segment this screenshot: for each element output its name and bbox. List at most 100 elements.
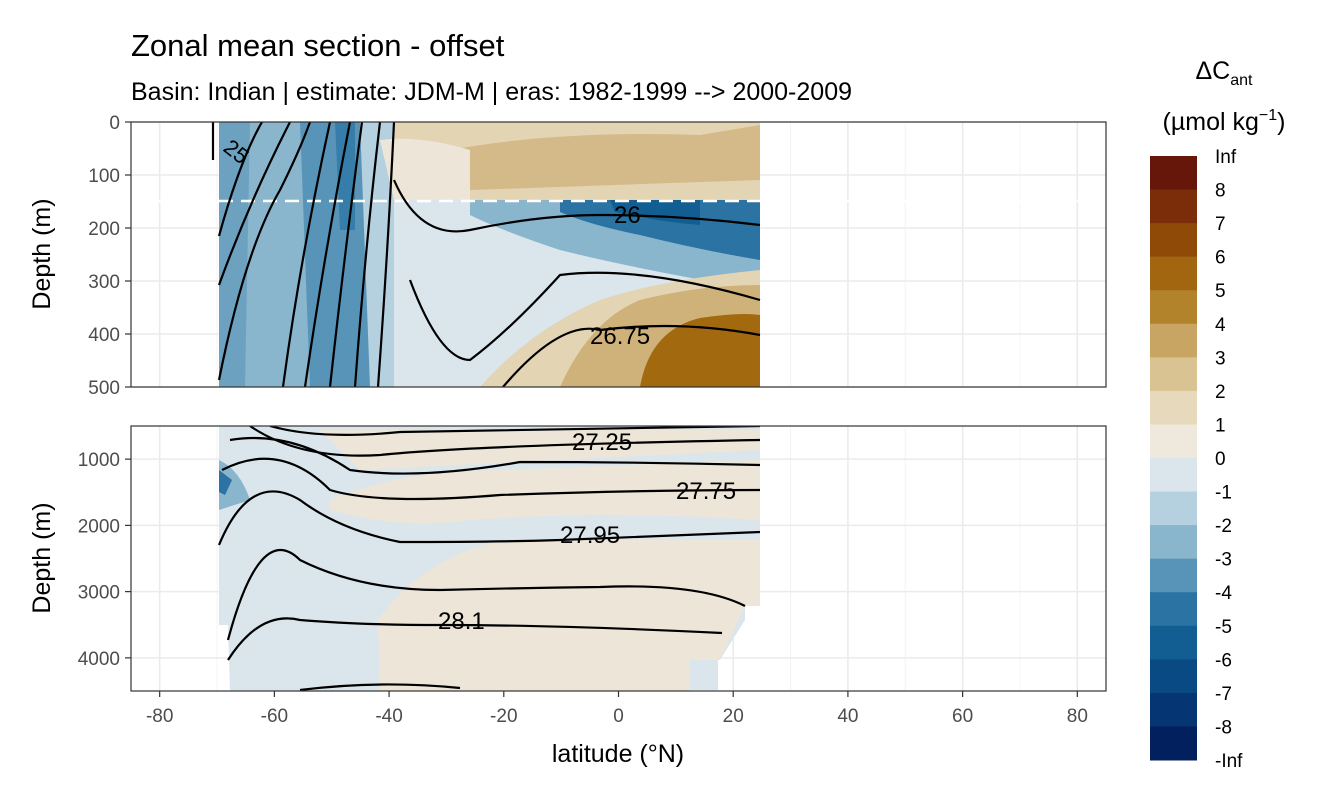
isopycnal-line [299, 683, 461, 691]
x-tick-label: 0 [613, 706, 624, 727]
legend-color-step [1150, 659, 1197, 694]
isopycnal-label-28-1: 28.1 [438, 608, 485, 635]
isopycnal-line [281, 122, 332, 387]
y-tick-label: 0 [109, 113, 120, 134]
legend-units: (µmol kg−1) [1163, 107, 1286, 136]
x-tick-label: 40 [837, 706, 858, 727]
legend-label: 6 [1215, 248, 1226, 269]
upper-y-axis-title: Depth (m) [28, 198, 56, 309]
legend-label: -4 [1215, 583, 1232, 604]
y-tick-label: 400 [88, 325, 120, 346]
legend-label: 0 [1215, 449, 1226, 470]
legend-label: -Inf [1215, 751, 1243, 772]
legend-label: -2 [1215, 516, 1232, 537]
legend-label: -5 [1215, 617, 1232, 638]
legend-color-step [1150, 290, 1197, 325]
x-tick-label: 20 [723, 706, 744, 727]
legend-label: 4 [1215, 315, 1226, 336]
isopycnal-line [226, 548, 746, 641]
isopycnal-line [328, 122, 364, 387]
legend-label: 5 [1215, 281, 1226, 302]
lower-y-axis-title: Depth (m) [28, 502, 56, 613]
legend-color-step [1150, 491, 1197, 526]
legend-color-step [1150, 256, 1197, 291]
legend-color-step [1150, 592, 1197, 627]
legend-color-step [1150, 726, 1197, 761]
legend-labels: Inf 8 7 6 5 4 3 2 1 0 -1 -2 -3 -4 -5 -6 -7 -8 -Inf [1215, 147, 1243, 772]
legend-colorbar [1150, 156, 1197, 761]
fill-thermocline-peak [610, 200, 700, 225]
isopycnal-line [217, 122, 291, 286]
isopycnal-line [376, 122, 396, 387]
isopycnal-27-95-line [217, 490, 761, 546]
y-tick-label: 200 [88, 219, 120, 240]
isopycnal-line [408, 271, 761, 362]
x-tick-label: -80 [146, 706, 173, 727]
legend-label: 1 [1215, 415, 1226, 436]
isopycnal-line [353, 122, 382, 387]
lower-isopycnals [217, 426, 761, 691]
upper-fill-layer: 26 26.75 25 [131, 122, 1106, 387]
legend-color-step [1150, 156, 1197, 191]
legend-label: -6 [1215, 650, 1232, 671]
legend-label: Inf [1215, 147, 1237, 168]
y-tick-label: 2000 [78, 516, 120, 537]
fill-antarctic-margin [219, 122, 250, 387]
isopycnal-line [229, 436, 761, 475]
y-tick-label: 1000 [78, 450, 120, 471]
y-tick-label: 300 [88, 272, 120, 293]
legend-label: -3 [1215, 550, 1232, 571]
y-tick-label: 4000 [78, 649, 120, 670]
fill-surface-north [450, 125, 760, 190]
lower-panel: 27.25 27.75 27.95 28.1 1000200030004000 … [28, 425, 1107, 692]
legend: ΔCant (µmol kg−1) Inf 8 7 6 5 4 3 2 1 0 -1 -2 -3 -4 -5… [1150, 57, 1285, 772]
legend-color-step [1150, 424, 1197, 459]
legend-label: -8 [1215, 717, 1232, 738]
isopycnal-label-26: 26 [614, 202, 641, 229]
isopycnal-label-27-95: 27.95 [560, 522, 620, 549]
legend-color-step [1150, 323, 1197, 358]
x-axis-title: latitude (°N) [552, 740, 684, 768]
legend-label: -7 [1215, 684, 1232, 705]
isopycnal-27-75-line [221, 457, 761, 501]
fill-surface-transition [380, 138, 470, 200]
legend-color-step [1150, 692, 1197, 727]
legend-units-main: (µmol kg [1163, 108, 1259, 136]
x-tick-label: 60 [952, 706, 973, 727]
isopycnal-line [217, 122, 263, 237]
legend-color-step [1150, 625, 1197, 660]
y-tick-label: 500 [88, 378, 120, 399]
legend-title-sub: ant [1230, 72, 1253, 89]
legend-label: 3 [1215, 348, 1226, 369]
fill-southern-negative [219, 460, 250, 510]
fill-southern-peak [335, 122, 355, 230]
chart-subtitle: Basin: Indian | estimate: JDM-M | eras: … [131, 78, 852, 106]
upper-panel-border [130, 121, 1107, 388]
isopycnal-26-75-line [502, 324, 761, 387]
isopycnal-28-1-line [227, 617, 723, 661]
legend-color-step [1150, 558, 1197, 593]
upper-panel: 26 26.75 25 0 100 200 300 400 500 Depth (m) [28, 113, 1107, 399]
legend-color-step [1150, 390, 1197, 425]
legend-label: -1 [1215, 483, 1232, 504]
isopycnal-26-line [392, 179, 761, 233]
isopycnal-label-27-25: 27.25 [572, 429, 632, 456]
legend-color-step [1150, 458, 1197, 493]
x-tick-label: 80 [1067, 706, 1088, 727]
fill-intermediate-positive [330, 460, 760, 524]
legend-color-step [1150, 357, 1197, 392]
isopycnal-label-27-75: 27.75 [676, 478, 736, 505]
fill-deep-warmest [640, 314, 760, 387]
x-tick-label: -20 [490, 706, 517, 727]
legend-units-sup: −1 [1259, 107, 1277, 124]
chart-title: Zonal mean section - offset [131, 28, 505, 63]
isopycnal-line [217, 122, 312, 381]
y-tick-label: 100 [88, 166, 120, 187]
legend-label: 2 [1215, 382, 1226, 403]
upper-isopycnals [211, 122, 761, 387]
legend-color-step [1150, 525, 1197, 560]
isopycnal-label-26-75: 26.75 [590, 323, 650, 350]
lower-y-axis: 1000 2000 3000 4000 [78, 450, 131, 670]
